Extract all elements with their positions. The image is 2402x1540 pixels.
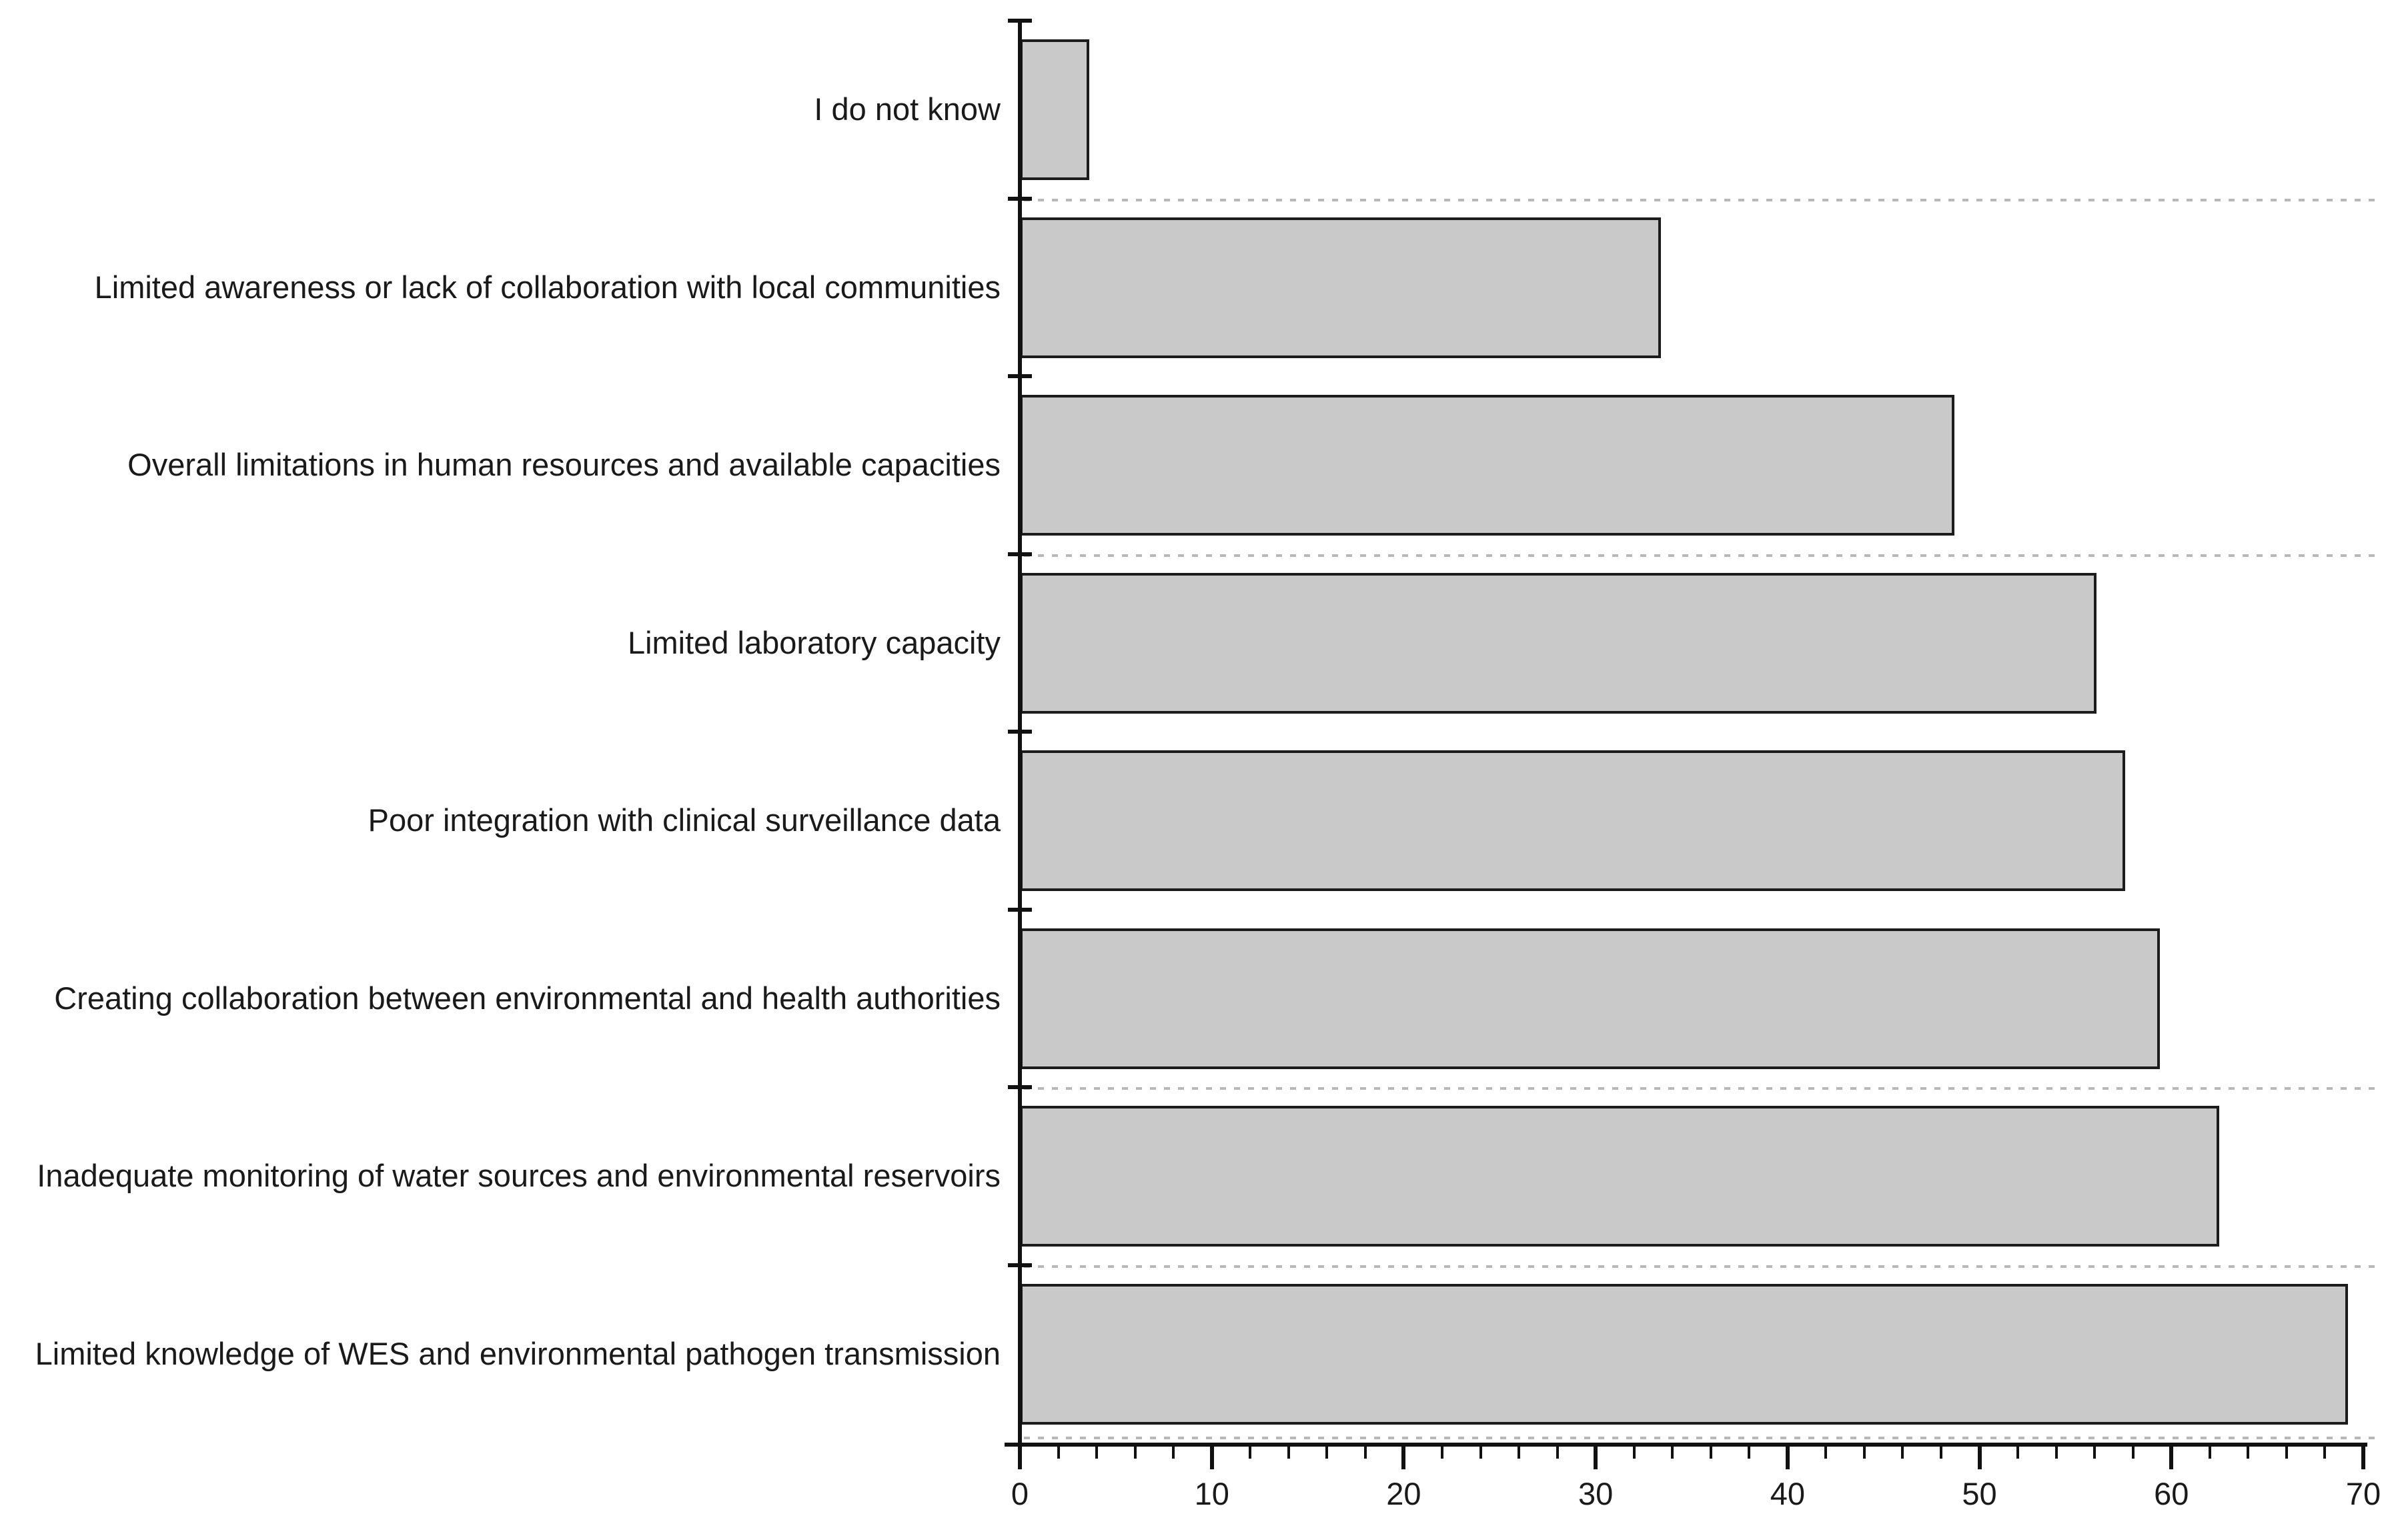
bar xyxy=(1020,750,2125,891)
x-axis-minor-tick xyxy=(2054,1443,2058,1459)
x-axis-minor-tick xyxy=(1325,1443,1329,1459)
x-axis-minor-tick xyxy=(1901,1443,1904,1459)
dotted-gridline xyxy=(1024,1265,2375,1268)
x-axis-tick-label: 70 xyxy=(2345,1476,2381,1511)
x-axis-minor-tick xyxy=(1363,1443,1367,1459)
x-axis-tick-label: 60 xyxy=(2154,1476,2189,1511)
x-axis-minor-tick xyxy=(1632,1443,1636,1459)
x-axis-minor-tick xyxy=(1057,1443,1060,1459)
x-axis-minor-tick xyxy=(1862,1443,1866,1459)
x-axis-minor-tick xyxy=(2208,1443,2211,1459)
x-axis-minor-tick xyxy=(1556,1443,1559,1459)
x-axis-minor-tick xyxy=(1671,1443,1674,1459)
x-axis-major-tick xyxy=(2361,1443,2365,1469)
x-axis-tick-label: 50 xyxy=(1962,1476,1997,1511)
category-label: Inadequate monitoring of water sources a… xyxy=(37,1158,1001,1194)
x-axis-minor-tick xyxy=(2323,1443,2327,1459)
bar xyxy=(1020,572,2096,714)
x-axis-major-tick xyxy=(1209,1443,1214,1469)
x-axis-minor-tick xyxy=(1172,1443,1175,1459)
x-axis-tick-label: 20 xyxy=(1386,1476,1421,1511)
bar xyxy=(1020,39,1089,180)
category-label: Overall limitations in human resources a… xyxy=(127,447,1001,483)
x-axis-minor-tick xyxy=(1479,1443,1482,1459)
x-axis-minor-tick xyxy=(2093,1443,2096,1459)
dotted-gridline xyxy=(1024,1437,2375,1439)
x-axis-minor-tick xyxy=(1440,1443,1443,1459)
x-axis-minor-tick xyxy=(1095,1443,1099,1459)
x-axis-major-tick xyxy=(2169,1443,2174,1469)
bar xyxy=(1020,1283,2348,1425)
bar xyxy=(1020,217,1661,358)
x-axis-major-tick xyxy=(1594,1443,1598,1469)
x-axis-minor-tick xyxy=(1940,1443,1943,1459)
y-axis-line xyxy=(1018,19,1022,1447)
x-axis-minor-tick xyxy=(1249,1443,1252,1459)
x-axis-line xyxy=(1005,1443,2367,1447)
x-axis-major-tick xyxy=(1785,1443,1790,1469)
x-axis-minor-tick xyxy=(1824,1443,1828,1459)
x-axis-tick-label: 10 xyxy=(1194,1476,1229,1511)
x-axis-major-tick xyxy=(1401,1443,1406,1469)
x-axis-tick-label: 0 xyxy=(1011,1476,1029,1511)
bar xyxy=(1020,1106,2219,1247)
x-axis-minor-tick xyxy=(1709,1443,1712,1459)
x-axis-minor-tick xyxy=(2285,1443,2288,1459)
x-axis-minor-tick xyxy=(2016,1443,2020,1459)
category-label: Limited knowledge of WES and environment… xyxy=(35,1335,1001,1371)
dotted-gridline xyxy=(1024,198,2375,201)
category-label: Poor integration with clinical surveilla… xyxy=(368,802,1001,838)
x-axis-major-tick xyxy=(1018,1443,1022,1469)
dotted-gridline xyxy=(1024,1087,2375,1090)
x-axis-minor-tick xyxy=(1133,1443,1137,1459)
category-label: I do not know xyxy=(814,91,1001,127)
category-label: Creating collaboration between environme… xyxy=(54,980,1001,1016)
x-axis-tick-label: 40 xyxy=(1770,1476,1805,1511)
x-axis-tick-label: 30 xyxy=(1578,1476,1614,1511)
x-axis-minor-tick xyxy=(1518,1443,1521,1459)
category-label: Limited laboratory capacity xyxy=(627,624,1001,660)
bar xyxy=(1020,395,1954,536)
x-axis-minor-tick xyxy=(1287,1443,1290,1459)
x-axis-minor-tick xyxy=(1748,1443,1751,1459)
category-label: Limited awareness or lack of collaborati… xyxy=(94,269,1001,305)
dotted-gridline xyxy=(1024,554,2375,557)
x-axis-major-tick xyxy=(1977,1443,1982,1469)
bar xyxy=(1020,928,2160,1069)
x-axis-minor-tick xyxy=(2131,1443,2135,1459)
x-axis-minor-tick xyxy=(2247,1443,2250,1459)
